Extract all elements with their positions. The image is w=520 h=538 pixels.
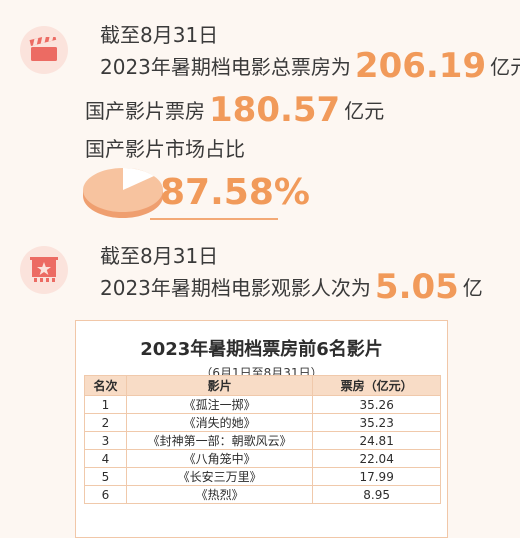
cell-box: 35.26	[312, 395, 441, 414]
top6-table-card: 2023年暑期档票房前6名影片 （6月1日至8月31日） 名次 影片 票房（亿元…	[75, 320, 448, 538]
table-row: 1 《孤注一掷》 35.26	[84, 395, 441, 414]
domestic-box-office-line: 国产影片票房 180.57 亿元	[85, 90, 384, 130]
share-label: 国产影片市场占比	[85, 137, 245, 161]
share-pie-icon	[83, 167, 163, 218]
cell-film: 《长安三万里》	[125, 467, 314, 486]
movie-star-icon	[20, 246, 68, 294]
cell-box: 17.99	[312, 467, 441, 486]
share-underline	[150, 218, 278, 220]
cell-rank: 2	[84, 413, 127, 432]
attendance-line: 2023年暑期档电影观影人次为 5.05 亿	[100, 267, 483, 307]
cell-box: 24.81	[312, 431, 441, 450]
cell-rank: 6	[84, 485, 127, 504]
table-row: 3 《封神第一部：朝歌风云》 24.81	[84, 431, 441, 450]
cell-box: 8.95	[312, 485, 441, 504]
total-unit: 亿元	[490, 55, 520, 79]
header-box: 票房（亿元）	[312, 375, 441, 396]
total-value: 206.19	[354, 46, 487, 86]
table-header-row: 名次 影片 票房（亿元）	[84, 375, 441, 396]
attendance-value: 5.05	[374, 267, 459, 307]
cell-rank: 5	[84, 467, 127, 486]
cell-box: 22.04	[312, 449, 441, 468]
cell-film: 《八角笼中》	[125, 449, 314, 468]
cell-rank: 1	[84, 395, 127, 414]
cell-rank: 4	[84, 449, 127, 468]
table-row: 6 《热烈》 8.95	[84, 485, 441, 504]
table-row: 5 《长安三万里》 17.99	[84, 467, 441, 486]
header-film: 影片	[125, 375, 314, 396]
cell-rank: 3	[84, 431, 127, 450]
top6-table: 名次 影片 票房（亿元） 1 《孤注一掷》 35.26 2 《消失的她》 35.…	[84, 375, 441, 504]
cell-film: 《消失的她》	[125, 413, 314, 432]
date-line-2: 截至8月31日	[100, 244, 219, 268]
table-title: 2023年暑期档票房前6名影片	[140, 339, 383, 360]
domestic-prefix: 国产影片票房	[85, 99, 205, 123]
domestic-value: 180.57	[209, 90, 341, 130]
cell-film: 《孤注一掷》	[125, 395, 314, 414]
clapperboard-icon	[20, 26, 68, 74]
share-value: 87.58%	[160, 172, 310, 213]
table-row: 2 《消失的她》 35.23	[84, 413, 441, 432]
date-line-1: 截至8月31日	[100, 23, 219, 47]
attendance-prefix: 2023年暑期档电影观影人次为	[100, 276, 371, 300]
header-rank: 名次	[84, 375, 127, 396]
total-prefix: 2023年暑期档电影总票房为	[100, 55, 351, 79]
attendance-unit: 亿	[462, 276, 483, 300]
table-row: 4 《八角笼中》 22.04	[84, 449, 441, 468]
cell-film: 《热烈》	[125, 485, 314, 504]
cell-box: 35.23	[312, 413, 441, 432]
cell-film: 《封神第一部：朝歌风云》	[125, 431, 314, 450]
domestic-unit: 亿元	[344, 99, 385, 123]
